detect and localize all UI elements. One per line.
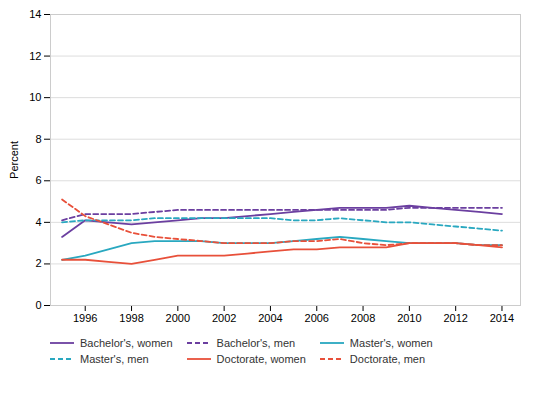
svg-text:1998: 1998: [119, 312, 143, 324]
svg-text:2: 2: [35, 257, 41, 269]
svg-text:6: 6: [35, 174, 41, 186]
svg-text:2006: 2006: [305, 312, 329, 324]
html-text:Doctorate, men: Doctorate, men: [349, 353, 426, 365]
svg-text:14: 14: [29, 8, 41, 20]
html-text:Master's, women: Master's, women: [349, 337, 433, 349]
svg-text:Percent: Percent: [8, 141, 20, 179]
svg-text:2014: 2014: [490, 312, 514, 324]
svg-text:12: 12: [29, 50, 41, 62]
svg-text:2000: 2000: [166, 312, 190, 324]
html-text:Bachelor's, men: Bachelor's, men: [216, 337, 296, 349]
html-text:Master's, men: Master's, men: [80, 353, 149, 365]
html-text:Doctorate, women: Doctorate, women: [216, 353, 306, 365]
html-text:Bachelor's, women: Bachelor's, women: [80, 337, 173, 349]
svg-text:2008: 2008: [351, 312, 375, 324]
svg-text:8: 8: [35, 133, 41, 145]
svg-text:4: 4: [35, 216, 41, 228]
svg-text:2012: 2012: [443, 312, 467, 324]
svg-text:2002: 2002: [212, 312, 236, 324]
svg-text:2010: 2010: [397, 312, 421, 324]
svg-text:10: 10: [29, 91, 41, 103]
svg-text:2004: 2004: [258, 312, 282, 324]
svg-text:0: 0: [35, 299, 41, 311]
svg-text:1996: 1996: [73, 312, 97, 324]
